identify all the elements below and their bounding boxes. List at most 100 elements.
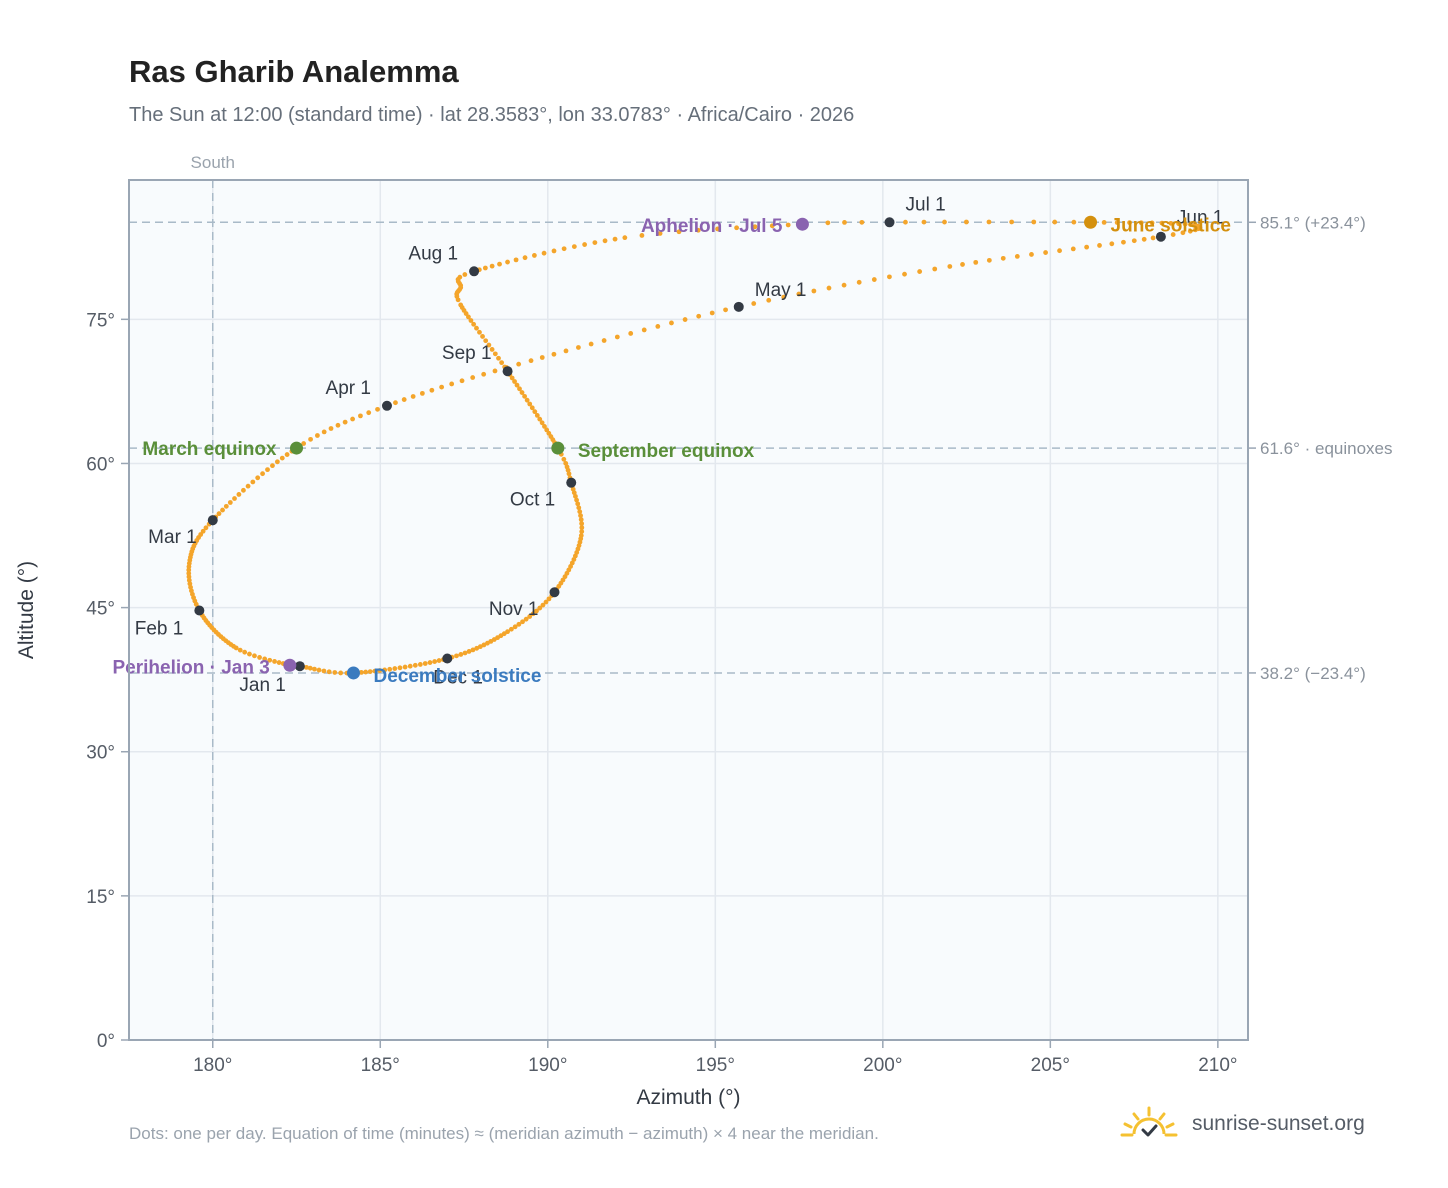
daily-dot <box>1029 252 1034 257</box>
y-axis-label: Altitude (°) <box>15 561 38 659</box>
daily-dot <box>497 261 502 267</box>
daily-dot <box>1121 239 1126 245</box>
daily-dot <box>262 656 268 662</box>
axes: 180° 185° 190° 195° 200° 205° 210° 0° 15° 30° 45° 6… <box>15 310 1238 1109</box>
daily-dot <box>1101 220 1107 225</box>
daily-dot <box>468 318 474 323</box>
daily-dot <box>842 219 847 225</box>
daily-dot <box>811 288 817 294</box>
x-tick-label: 185° <box>361 1055 400 1076</box>
daily-dot <box>577 509 583 515</box>
daily-dot <box>307 665 313 671</box>
daily-dot <box>527 401 533 407</box>
daily-dot <box>522 393 527 399</box>
daily-dot <box>543 599 549 605</box>
daily-dot <box>571 244 577 249</box>
daily-dot <box>514 382 520 388</box>
daily-dot <box>519 390 525 395</box>
daily-dot <box>279 455 285 461</box>
daily-dot <box>1188 222 1193 227</box>
daily-dot <box>513 257 519 263</box>
month-label-jun-1: Jun 1 <box>1177 208 1223 229</box>
daily-dot <box>407 663 413 669</box>
daily-dot <box>532 409 538 415</box>
daily-dot <box>561 246 567 252</box>
daily-dot <box>462 272 468 277</box>
month-markers: Jan 1 Feb 1 Mar 1 Apr 1 May 1 Jun 1 Jul 1 Aug 1… <box>135 194 1224 696</box>
daily-dot <box>1009 219 1015 225</box>
daily-dot <box>796 291 802 297</box>
daily-dot <box>859 219 865 225</box>
daily-dot <box>393 400 398 406</box>
daily-dot <box>921 219 927 225</box>
daily-dot <box>316 667 322 673</box>
daily-dot <box>250 479 256 485</box>
daily-dot <box>1187 228 1193 234</box>
daily-dot <box>561 456 567 462</box>
daily-dot <box>602 238 608 244</box>
daily-dot <box>1071 219 1077 225</box>
daily-dot <box>1138 220 1144 226</box>
daily-dot <box>715 226 721 232</box>
daily-dot <box>375 406 380 412</box>
daily-dot <box>315 433 320 438</box>
x-tick-label: 180° <box>193 1055 232 1076</box>
daily-dot <box>903 219 908 225</box>
daily-dot <box>1070 246 1076 252</box>
daily-dot <box>459 378 465 384</box>
x-tick-label: 210° <box>1198 1055 1237 1076</box>
daily-dot <box>509 375 515 381</box>
daily-dot <box>1168 220 1174 226</box>
daily-dot <box>328 426 334 431</box>
daily-dot <box>517 386 522 392</box>
daily-dot <box>455 297 461 303</box>
daily-dot <box>563 348 569 354</box>
daily-dot <box>825 220 831 226</box>
daily-dot <box>1114 220 1120 225</box>
daily-dot <box>578 513 583 519</box>
daily-dot <box>657 231 663 236</box>
brand-text: sunrise-sunset.org <box>1192 1112 1365 1135</box>
brand[interactable]: sunrise-sunset.org <box>1120 1102 1365 1146</box>
daily-dot <box>516 621 522 627</box>
month-label-mar-1: Mar 1 <box>148 527 197 548</box>
daily-dot <box>260 471 265 477</box>
x-axis-label: Azimuth (°) <box>636 1086 740 1109</box>
daily-dot <box>947 264 953 269</box>
daily-dot <box>769 223 775 229</box>
daily-dot <box>546 596 552 602</box>
daily-dot <box>462 650 468 656</box>
daily-dot <box>530 611 536 617</box>
daily-dot <box>496 355 501 361</box>
daily-dot <box>1084 244 1090 250</box>
daily-dot <box>579 529 585 534</box>
daily-dot <box>576 505 582 511</box>
daily-dot <box>342 419 348 425</box>
event-markers: March equinox September equinox June solst… <box>112 215 1230 687</box>
month-label-apr-1: Apr 1 <box>326 378 371 399</box>
reference-label: 38.2° (−23.4°) <box>1260 664 1366 683</box>
daily-dot <box>301 441 307 446</box>
daily-dot <box>1182 221 1188 227</box>
daily-dot <box>481 642 487 648</box>
daily-dot <box>841 282 847 288</box>
daily-dot <box>242 649 248 655</box>
daily-dot <box>422 661 428 666</box>
month-label-aug-1: Aug 1 <box>408 243 458 264</box>
daily-dot <box>1141 236 1147 242</box>
daily-dot <box>505 259 510 265</box>
daily-dot <box>508 626 514 632</box>
month-marker-oct-1 <box>566 477 577 488</box>
daily-dot <box>1131 238 1137 244</box>
daily-dot <box>592 240 598 246</box>
daily-dot <box>223 503 229 509</box>
daily-dot <box>512 624 518 630</box>
daily-dot <box>986 219 992 225</box>
daily-dot <box>480 334 485 339</box>
daily-dot <box>367 669 373 675</box>
daily-dot <box>887 274 892 280</box>
daily-dot <box>247 651 252 657</box>
daily-dot <box>1000 255 1006 261</box>
daily-dot <box>308 436 313 442</box>
daily-dot <box>709 310 715 316</box>
